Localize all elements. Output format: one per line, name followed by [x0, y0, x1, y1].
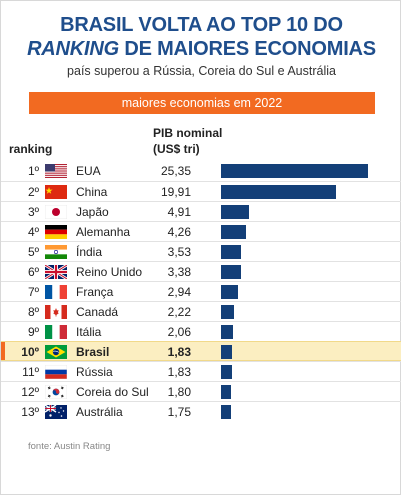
rank-column-header: ranking	[9, 142, 53, 156]
table-row: 9º Itália 2,06	[1, 321, 401, 341]
title-line-2-rest: DE MAIORES ECONOMIAS	[119, 38, 376, 60]
rank-label: 6º	[27, 265, 39, 279]
value-label: 1,80	[167, 385, 191, 399]
source-note: fonte: Austin Rating	[28, 441, 111, 452]
section-banner: maiores economias em 2022	[29, 92, 375, 114]
bar	[221, 245, 242, 259]
rank-label: 9º	[27, 325, 39, 339]
rank-label: 5º	[27, 245, 39, 259]
country-label: Coreia do Sul	[76, 385, 149, 399]
value-label: 2,22	[167, 305, 191, 319]
bar	[221, 385, 232, 399]
table-row: 6º Reino Unido 3,38	[1, 261, 401, 281]
country-label: Alemanha	[76, 225, 131, 239]
rank-label: 1º	[27, 164, 39, 178]
germany-flag-icon	[45, 225, 67, 239]
table-row: 4º Alemanha 4,26	[1, 221, 401, 241]
pib-header-line-2: (US$ tri)	[153, 142, 200, 156]
country-label: Itália	[76, 325, 102, 339]
russia-flag-icon	[45, 365, 67, 379]
bar	[221, 265, 241, 279]
australia-flag-icon	[45, 405, 67, 419]
pib-header-line-1: PIB nominal	[153, 126, 223, 140]
bar	[221, 325, 233, 339]
chart-subtitle: país superou a Rússia, Coreia do Sul e A…	[67, 64, 336, 78]
table-row: 2º China 19,91	[1, 181, 401, 201]
japan-flag-icon	[45, 205, 67, 219]
table-row: 13º Austrália 1,75	[1, 401, 401, 421]
country-label: EUA	[76, 164, 101, 178]
table-row: 1º EUA 25,35	[1, 161, 401, 181]
south-korea-flag-icon	[45, 385, 67, 399]
country-label: Brasil	[76, 345, 110, 359]
country-label: Índia	[76, 245, 103, 259]
table-row: 10º Brasil 1,83	[1, 341, 401, 361]
value-label: 3,53	[167, 245, 191, 259]
rank-label: 12º	[21, 385, 39, 399]
value-label: 2,94	[167, 285, 191, 299]
table-row: 3º Japão 4,91	[1, 201, 401, 221]
country-label: França	[76, 285, 114, 299]
usa-flag-icon	[45, 164, 67, 178]
value-label: 1,83	[167, 345, 191, 359]
bar	[221, 185, 337, 199]
rank-label: 3º	[27, 205, 39, 219]
table-row: 7º França 2,94	[1, 281, 401, 301]
value-label: 4,26	[167, 225, 191, 239]
country-label: China	[76, 185, 108, 199]
country-label: Canadá	[76, 305, 119, 319]
title-italic-word: RANKING	[27, 38, 119, 60]
country-label: Reino Unido	[76, 265, 143, 279]
rank-label: 4º	[27, 225, 39, 239]
title-line-1: BRASIL VOLTA AO TOP 10 DO	[60, 14, 343, 36]
bar	[221, 365, 232, 379]
rank-label: 13º	[21, 405, 39, 419]
table-row: 12º Coreia do Sul 1,80	[1, 381, 401, 401]
highlight-marker	[1, 342, 5, 360]
bar	[221, 405, 232, 419]
bar	[221, 285, 239, 299]
rank-label: 7º	[27, 285, 39, 299]
country-label: Japão	[76, 205, 109, 219]
chart-title: BRASIL VOLTA AO TOP 10 DO RANKING DE MAI…	[1, 13, 401, 61]
value-label: 2,06	[167, 325, 191, 339]
rank-label: 8º	[27, 305, 39, 319]
brazil-flag-icon	[45, 345, 67, 359]
india-flag-icon	[45, 245, 67, 259]
value-label: 25,35	[160, 164, 191, 178]
rank-label: 10º	[21, 345, 39, 359]
value-label: 1,75	[167, 405, 191, 419]
rank-label: 11º	[22, 365, 39, 379]
italy-flag-icon	[45, 325, 67, 339]
value-label: 1,83	[167, 365, 191, 379]
canada-flag-icon	[45, 305, 67, 319]
pib-column-header: PIB nominal (US$ tri)	[153, 125, 222, 157]
bar	[221, 205, 250, 219]
rank-label: 2º	[27, 185, 39, 199]
table-row: 8º Canadá 2,22	[1, 301, 401, 321]
table-row: 11º Rússia 1,83	[1, 361, 401, 381]
title-line-2: RANKING DE MAIORES ECONOMIAS	[1, 37, 401, 61]
france-flag-icon	[45, 285, 67, 299]
country-label: Rússia	[76, 365, 113, 379]
bar	[221, 164, 368, 178]
table-row: 5º Índia 3,53	[1, 241, 401, 261]
value-label: 19,91	[160, 185, 191, 199]
bar	[221, 345, 232, 359]
value-label: 4,91	[167, 205, 191, 219]
value-label: 3,38	[167, 265, 191, 279]
bar	[221, 305, 234, 319]
china-flag-icon	[45, 185, 67, 199]
country-label: Austrália	[76, 405, 123, 419]
bar	[221, 225, 246, 239]
uk-flag-icon	[45, 265, 67, 279]
